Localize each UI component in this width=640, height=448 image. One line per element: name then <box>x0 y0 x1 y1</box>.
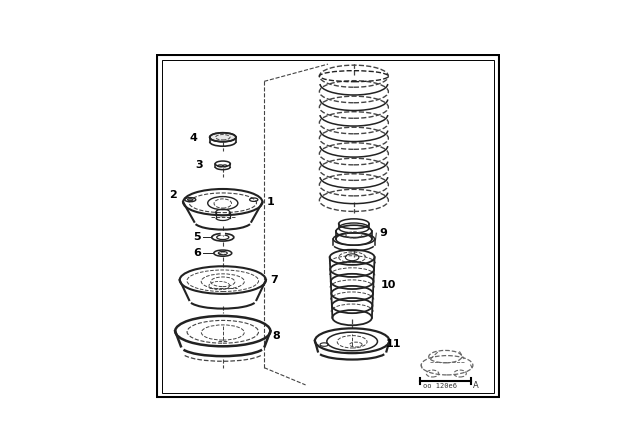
Text: 5: 5 <box>193 232 201 242</box>
Text: 10: 10 <box>381 280 396 290</box>
Text: 2: 2 <box>169 190 177 200</box>
Ellipse shape <box>210 133 236 142</box>
Ellipse shape <box>188 198 193 201</box>
Text: 3: 3 <box>195 160 203 170</box>
Text: oo 120e6: oo 120e6 <box>423 383 457 388</box>
Text: 8: 8 <box>273 331 280 341</box>
Text: A: A <box>473 381 479 390</box>
Text: 7: 7 <box>270 276 278 285</box>
Text: 6: 6 <box>193 248 201 258</box>
Text: 9: 9 <box>380 228 387 238</box>
Text: 1: 1 <box>266 197 275 207</box>
Text: 11: 11 <box>386 339 401 349</box>
Text: 4: 4 <box>189 133 197 142</box>
